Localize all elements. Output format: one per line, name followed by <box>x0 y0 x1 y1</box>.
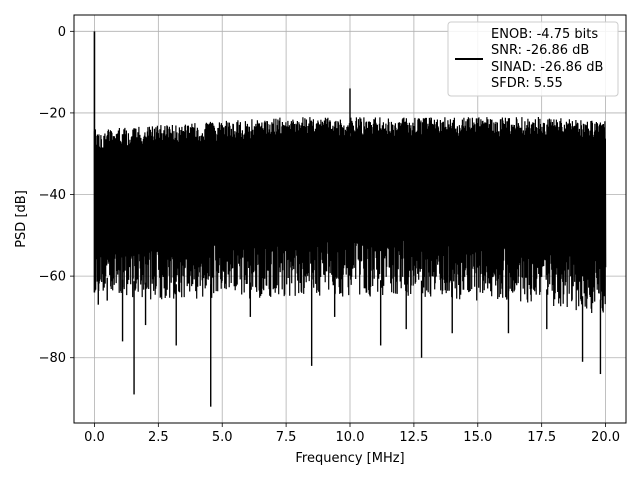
plot-area <box>93 31 607 407</box>
y-tick-label: −40 <box>39 188 66 203</box>
legend-entry-snr: SNR: -26.86 dB <box>491 43 589 58</box>
x-axis-label: Frequency [MHz] <box>295 451 404 466</box>
legend-box <box>447 21 619 97</box>
x-tick-label: 15.0 <box>463 430 492 445</box>
y-tick-label: −80 <box>39 351 66 366</box>
y-tick-label: −20 <box>39 106 66 121</box>
x-tick-label: 12.5 <box>399 430 428 445</box>
psd-trace <box>93 116 607 314</box>
x-tick-label: 20.0 <box>591 430 620 445</box>
legend: ENOB: -4.75 bits SNR: -26.86 dB SINAD: -… <box>447 21 619 97</box>
y-axis-label: PSD [dB] <box>14 190 29 248</box>
x-tick-label: 5.0 <box>212 430 233 445</box>
legend-entry-sfdr: SFDR: 5.55 <box>491 76 563 91</box>
x-tick-label: 0.0 <box>84 430 105 445</box>
x-tick-label: 17.5 <box>527 430 556 445</box>
ticks: 0.0 2.5 5.0 7.5 10.0 12.5 15.0 17.5 20.0 0 −20 −40 −… <box>39 25 620 445</box>
y-tick-label: −60 <box>39 270 66 285</box>
x-tick-label: 2.5 <box>148 430 169 445</box>
y-tick-label: 0 <box>58 25 66 40</box>
x-tick-label: 10.0 <box>336 430 365 445</box>
legend-entry-enob: ENOB: -4.75 bits <box>491 27 598 42</box>
x-tick-label: 7.5 <box>276 430 297 445</box>
legend-entry-sinad: SINAD: -26.86 dB <box>491 60 603 75</box>
